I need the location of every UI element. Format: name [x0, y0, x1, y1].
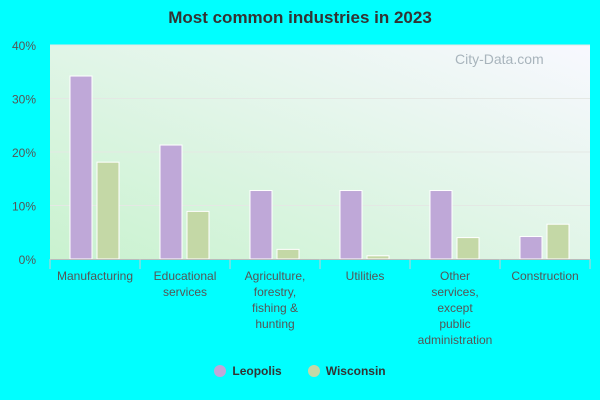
x-tick-label-line: Utilities	[346, 269, 385, 283]
chart-title: Most common industries in 2023	[168, 8, 432, 27]
x-tick-label: Educational services	[154, 269, 217, 299]
legend-item-leopolis: Leopolis	[214, 364, 282, 378]
y-tick-label: 40%	[12, 39, 36, 53]
bar-wisconsin	[456, 237, 480, 260]
legend-label: Wisconsin	[325, 364, 386, 378]
y-tick-label: 10%	[12, 200, 36, 214]
x-tick-label: Utilities	[346, 269, 385, 283]
watermark: City-Data.com	[455, 51, 544, 67]
x-tick-label-line: forestry,	[254, 285, 296, 299]
x-tick-label: Construction	[511, 269, 578, 283]
x-tick-label-line: administration	[418, 333, 493, 347]
x-tick-label: Other services, except public administration	[418, 269, 493, 347]
x-tick-label-line: Other	[440, 269, 470, 283]
x-tick-label-line: except	[437, 301, 473, 315]
x-tick-label-line: Agriculture,	[245, 269, 306, 283]
x-tick-label-line: hunting	[255, 317, 294, 331]
legend-swatch	[214, 365, 227, 377]
bar-wisconsin	[366, 255, 390, 260]
bar-wisconsin	[186, 210, 210, 260]
legend-swatch	[307, 365, 320, 377]
x-tick-label-line: services	[163, 285, 207, 299]
legend-label: Leopolis	[232, 364, 282, 378]
x-tick-label-line: public	[439, 317, 470, 331]
x-tick-label-line: Manufacturing	[57, 269, 133, 283]
bar-leopolis	[339, 190, 363, 260]
x-tick-label: Agriculture, forestry, fishing & hunting	[245, 269, 306, 331]
x-tick-label: Manufacturing	[57, 269, 133, 283]
x-tick-label-line: Educational	[154, 269, 217, 283]
y-tick-label: 0%	[19, 253, 37, 267]
y-tick-label: 20%	[12, 146, 36, 160]
y-tick-label: 30%	[12, 93, 36, 107]
x-tick-label-line: Construction	[511, 269, 578, 283]
legend-item-wisconsin: Wisconsin	[307, 364, 386, 378]
bar-leopolis	[159, 144, 183, 260]
bar-leopolis	[249, 190, 273, 260]
bar-leopolis	[429, 190, 453, 260]
bar-wisconsin	[276, 248, 300, 260]
bar-wisconsin	[546, 223, 570, 260]
bar-wisconsin	[96, 161, 120, 260]
x-tick-label-line: services,	[431, 285, 478, 299]
x-tick-label-line: fishing &	[252, 301, 298, 315]
bar-leopolis	[519, 236, 543, 260]
legend: Leopolis Wisconsin	[0, 364, 600, 378]
bar-leopolis	[69, 75, 93, 260]
